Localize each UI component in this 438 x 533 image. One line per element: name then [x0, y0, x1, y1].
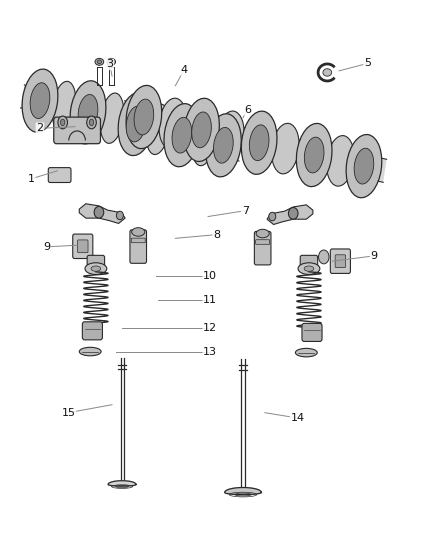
Ellipse shape	[91, 266, 101, 271]
Ellipse shape	[97, 60, 102, 63]
Ellipse shape	[346, 134, 382, 198]
Ellipse shape	[217, 111, 244, 161]
Ellipse shape	[79, 348, 101, 356]
Ellipse shape	[109, 60, 113, 63]
Ellipse shape	[272, 123, 299, 174]
Text: 13: 13	[203, 346, 217, 357]
Ellipse shape	[107, 59, 116, 65]
Ellipse shape	[100, 93, 124, 143]
FancyBboxPatch shape	[73, 234, 93, 259]
Ellipse shape	[87, 116, 96, 129]
FancyBboxPatch shape	[131, 238, 145, 243]
FancyBboxPatch shape	[335, 255, 346, 268]
Text: 1: 1	[28, 174, 35, 184]
Text: 9: 9	[371, 251, 378, 261]
FancyBboxPatch shape	[54, 117, 100, 144]
Ellipse shape	[318, 250, 329, 264]
Ellipse shape	[288, 207, 298, 219]
Text: 8: 8	[213, 230, 220, 240]
Ellipse shape	[164, 103, 200, 167]
Text: 6: 6	[244, 104, 251, 115]
Ellipse shape	[70, 81, 106, 144]
FancyBboxPatch shape	[82, 322, 102, 340]
Text: 2: 2	[36, 123, 43, 133]
FancyBboxPatch shape	[78, 240, 88, 253]
Ellipse shape	[327, 135, 354, 186]
Ellipse shape	[184, 98, 219, 161]
Ellipse shape	[249, 125, 269, 160]
Ellipse shape	[126, 85, 162, 149]
Text: 4: 4	[180, 65, 187, 75]
Ellipse shape	[159, 98, 187, 149]
Ellipse shape	[30, 83, 50, 118]
FancyBboxPatch shape	[256, 240, 270, 244]
Ellipse shape	[146, 104, 170, 155]
Ellipse shape	[172, 117, 192, 153]
Ellipse shape	[118, 92, 154, 156]
Text: 3: 3	[106, 60, 113, 69]
FancyBboxPatch shape	[48, 167, 71, 182]
Ellipse shape	[78, 94, 98, 130]
Polygon shape	[79, 204, 125, 223]
Ellipse shape	[354, 148, 374, 184]
Text: 9: 9	[43, 242, 50, 252]
Ellipse shape	[323, 69, 332, 76]
Polygon shape	[225, 488, 261, 495]
Ellipse shape	[304, 137, 324, 173]
Ellipse shape	[89, 119, 94, 126]
FancyBboxPatch shape	[87, 255, 105, 270]
Text: 11: 11	[203, 295, 217, 305]
Text: 10: 10	[203, 271, 217, 281]
FancyBboxPatch shape	[254, 231, 271, 265]
Ellipse shape	[298, 263, 320, 274]
Ellipse shape	[192, 112, 212, 148]
FancyBboxPatch shape	[330, 249, 350, 273]
Polygon shape	[267, 205, 313, 224]
Text: 14: 14	[290, 413, 305, 423]
FancyBboxPatch shape	[302, 324, 322, 342]
Text: 12: 12	[203, 323, 217, 333]
Ellipse shape	[132, 228, 145, 236]
Text: 15: 15	[61, 408, 75, 418]
Polygon shape	[21, 85, 243, 161]
Ellipse shape	[134, 99, 154, 135]
Ellipse shape	[213, 127, 233, 163]
Ellipse shape	[126, 106, 146, 142]
FancyBboxPatch shape	[300, 255, 318, 270]
Ellipse shape	[241, 111, 277, 174]
Ellipse shape	[85, 263, 107, 274]
Ellipse shape	[22, 69, 58, 132]
Ellipse shape	[297, 124, 332, 187]
Ellipse shape	[58, 116, 67, 129]
Ellipse shape	[94, 206, 104, 218]
Ellipse shape	[95, 59, 104, 65]
Ellipse shape	[304, 266, 314, 271]
Ellipse shape	[256, 229, 269, 238]
Ellipse shape	[117, 211, 124, 220]
Ellipse shape	[205, 114, 241, 177]
Ellipse shape	[52, 82, 76, 132]
Ellipse shape	[295, 349, 317, 357]
Text: 5: 5	[364, 59, 371, 68]
Polygon shape	[121, 101, 387, 182]
Ellipse shape	[60, 119, 65, 126]
Text: 7: 7	[242, 206, 249, 216]
FancyBboxPatch shape	[130, 230, 147, 263]
Ellipse shape	[269, 212, 276, 221]
Ellipse shape	[192, 115, 215, 166]
Polygon shape	[108, 481, 136, 486]
